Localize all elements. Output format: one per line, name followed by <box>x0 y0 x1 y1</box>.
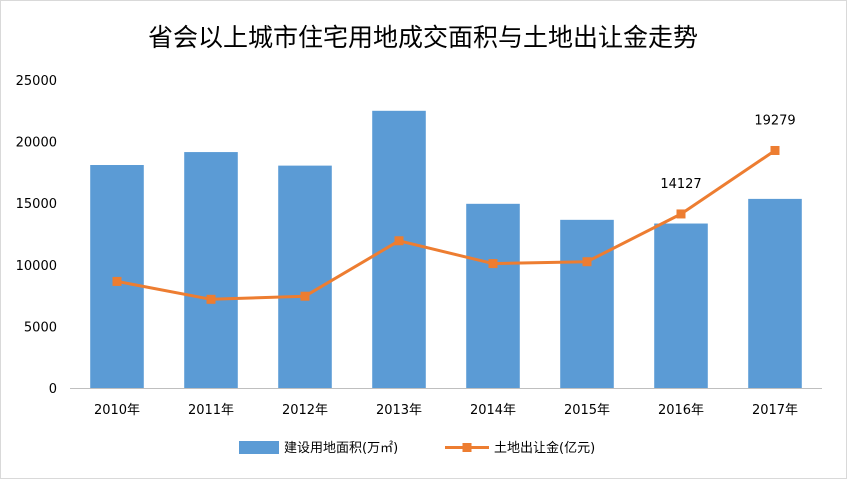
line-point-4 <box>394 236 404 246</box>
data-label: 14127 <box>660 177 701 192</box>
y-tick-label: 10000 <box>16 259 57 274</box>
line-point-2 <box>206 294 216 304</box>
line-point-3 <box>300 291 310 301</box>
legend-swatch-marker <box>462 443 472 452</box>
series-line <box>116 149 776 301</box>
x-tick-label: 2016年 <box>658 403 704 418</box>
bar-3 <box>278 165 332 388</box>
data-label: 19279 <box>754 113 795 128</box>
legend-label: 建设用地面积(万㎡) <box>284 441 398 456</box>
bar-7 <box>654 223 708 388</box>
bar-2 <box>184 152 238 388</box>
y-tick-label: 25000 <box>16 74 57 89</box>
line-point-1 <box>112 276 122 286</box>
bar-6 <box>560 219 614 388</box>
line-point-7 <box>676 209 686 219</box>
y-tick-label: 0 <box>49 382 57 397</box>
legend-label: 土地出让金(亿元) <box>494 440 595 456</box>
x-tick-label: 2013年 <box>376 403 422 418</box>
line-point-8 <box>770 145 780 155</box>
bar-4 <box>372 110 426 389</box>
x-tick-label: 2017年 <box>752 403 798 418</box>
y-tick-label: 15000 <box>16 197 57 212</box>
x-tick-label: 2010年 <box>94 403 140 418</box>
x-tick-label: 2014年 <box>470 403 516 418</box>
legend-swatch-bar <box>239 441 279 454</box>
y-tick-label: 20000 <box>16 136 57 151</box>
legend: 建设用地面积(万㎡) 土地出让金(亿元) <box>239 440 595 456</box>
line-point-6 <box>582 257 592 267</box>
bar-1 <box>90 165 144 388</box>
bar-5 <box>466 203 520 388</box>
line-point-5 <box>488 259 498 269</box>
y-tick-label: 5000 <box>24 320 57 335</box>
chart-title: 省会以上城市住宅用地成交面积与土地出让金走势 <box>148 23 698 52</box>
x-tick-label: 2012年 <box>282 403 328 418</box>
plot-area: 0 5000 10000 15000 20000 25000 2010年 2011年 2012年… <box>16 74 822 418</box>
bar-8 <box>748 198 802 388</box>
x-tick-label: 2011年 <box>188 403 234 418</box>
x-tick-label: 2015年 <box>564 403 610 418</box>
